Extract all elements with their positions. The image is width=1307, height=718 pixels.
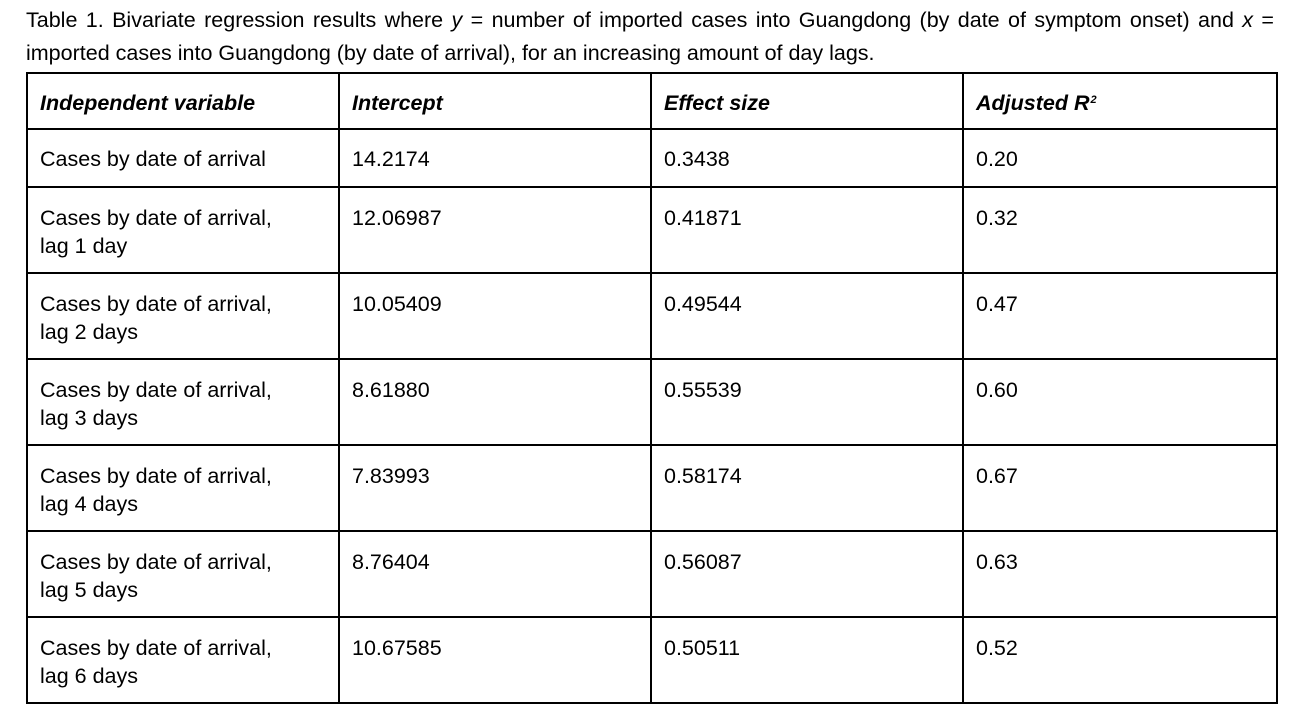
variable-line-1: Cases by date of arrival <box>40 147 266 171</box>
cell-independent-variable: Cases by date of arrival, lag 6 days <box>26 616 340 704</box>
caption-text-middle: = number of imported cases into Guangdon… <box>462 8 1243 32</box>
variable-line-1: Cases by date of arrival, <box>40 292 272 316</box>
variable-line-1: Cases by date of arrival, <box>40 464 272 488</box>
table-row: Cases by date of arrival, lag 1 day 12.06… <box>26 186 1278 274</box>
cell-effect-size: 0.41871 <box>650 186 964 274</box>
cell-intercept: 7.83993 <box>338 444 652 532</box>
variable-line-2: lag 5 days <box>40 578 139 602</box>
variable-line-1: Cases by date of arrival, <box>40 636 272 660</box>
variable-line-2: lag 1 day <box>40 234 128 258</box>
header-adjusted-r2-superscript: 2 <box>1090 94 1097 106</box>
table-row: Cases by date of arrival, lag 3 days 8.61… <box>26 358 1278 446</box>
cell-adjusted-r2: 0.67 <box>962 444 1278 532</box>
header-effect-size: Effect size <box>650 72 964 130</box>
cell-independent-variable: Cases by date of arrival, lag 2 days <box>26 272 340 360</box>
variable-line-2: lag 3 days <box>40 406 139 430</box>
cell-independent-variable: Cases by date of arrival, lag 1 day <box>26 186 340 274</box>
caption-text-start: Table 1. Bivariate regression results wh… <box>26 8 452 32</box>
variable-line-1: Cases by date of arrival, <box>40 378 272 402</box>
cell-intercept: 12.06987 <box>338 186 652 274</box>
cell-adjusted-r2: 0.20 <box>962 128 1278 188</box>
variable-line-2: lag 2 days <box>40 320 139 344</box>
cell-adjusted-r2: 0.60 <box>962 358 1278 446</box>
cell-independent-variable: Cases by date of arrival, lag 3 days <box>26 358 340 446</box>
cell-adjusted-r2: 0.63 <box>962 530 1278 618</box>
header-intercept: Intercept <box>338 72 652 130</box>
cell-adjusted-r2: 0.32 <box>962 186 1278 274</box>
table-row: Cases by date of arrival 14.2174 0.3438 … <box>26 128 1278 188</box>
cell-independent-variable: Cases by date of arrival, lag 5 days <box>26 530 340 618</box>
header-row: Independent variable Intercept Effect si… <box>26 72 1278 130</box>
cell-intercept: 10.67585 <box>338 616 652 704</box>
variable-line-1: Cases by date of arrival, <box>40 550 272 574</box>
cell-effect-size: 0.49544 <box>650 272 964 360</box>
cell-intercept: 14.2174 <box>338 128 652 188</box>
cell-independent-variable: Cases by date of arrival, lag 4 days <box>26 444 340 532</box>
header-adjusted-r2-label: Adjusted R <box>976 91 1090 115</box>
table-body: Cases by date of arrival 14.2174 0.3438 … <box>26 128 1278 704</box>
cell-effect-size: 0.56087 <box>650 530 964 618</box>
cell-intercept: 8.61880 <box>338 358 652 446</box>
cell-intercept: 10.05409 <box>338 272 652 360</box>
cell-effect-size: 0.55539 <box>650 358 964 446</box>
variable-line-2: lag 4 days <box>40 492 139 516</box>
cell-adjusted-r2: 0.47 <box>962 272 1278 360</box>
cell-intercept: 8.76404 <box>338 530 652 618</box>
header-adjusted-r2: Adjusted R2 <box>962 72 1278 130</box>
cell-effect-size: 0.3438 <box>650 128 964 188</box>
cell-independent-variable: Cases by date of arrival <box>26 128 340 188</box>
variable-line-2: lag 6 days <box>40 664 139 688</box>
table-header: Independent variable Intercept Effect si… <box>26 72 1278 130</box>
cell-adjusted-r2: 0.52 <box>962 616 1278 704</box>
cell-effect-size: 0.50511 <box>650 616 964 704</box>
table-row: Cases by date of arrival, lag 5 days 8.76… <box>26 530 1278 618</box>
caption-y-variable: y <box>451 8 463 32</box>
regression-results-table: Independent variable Intercept Effect si… <box>26 72 1278 704</box>
table-row: Cases by date of arrival, lag 6 days 10.6… <box>26 616 1278 704</box>
table-row: Cases by date of arrival, lag 4 days 7.83… <box>26 444 1278 532</box>
table-row: Cases by date of arrival, lag 2 days 10.0… <box>26 272 1278 360</box>
header-independent-variable: Independent variable <box>26 72 340 130</box>
table-caption: Table 1. Bivariate regression results wh… <box>26 4 1274 70</box>
caption-text-end: = imported cases into Guangdong (by date… <box>26 8 1274 65</box>
cell-effect-size: 0.58174 <box>650 444 964 532</box>
caption-x-variable: x <box>1242 8 1254 32</box>
variable-line-1: Cases by date of arrival, <box>40 206 272 230</box>
